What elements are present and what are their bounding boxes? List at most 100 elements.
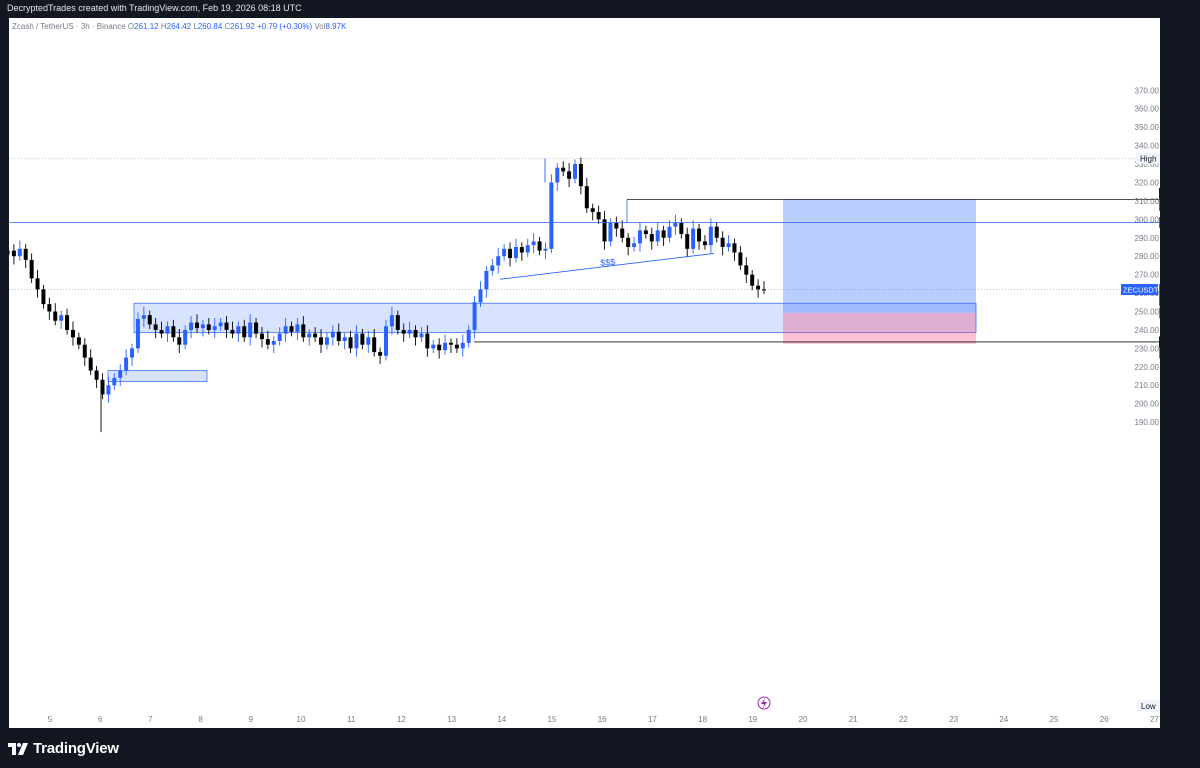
candle	[206, 317, 211, 335]
candle	[218, 317, 223, 331]
candle	[100, 373, 105, 400]
symbol-tag-text: ZECUSDT	[1123, 286, 1159, 295]
candle-body	[655, 230, 660, 242]
candle-body	[177, 337, 182, 345]
candle-body	[413, 329, 418, 338]
price-tick-label: 350.00	[1135, 123, 1160, 132]
candle	[472, 295, 477, 339]
candle	[147, 310, 152, 330]
candle	[366, 330, 371, 353]
candle	[171, 319, 176, 342]
candle-body	[649, 234, 654, 242]
candle	[29, 253, 34, 283]
time-tick-label: 8	[198, 715, 203, 724]
candle-body	[135, 318, 140, 349]
candle	[549, 174, 554, 254]
candle	[389, 306, 394, 335]
candle	[153, 317, 158, 339]
candle-body	[248, 322, 253, 338]
candle	[697, 223, 702, 250]
candle	[283, 317, 288, 342]
candle-body	[578, 164, 583, 187]
candle-body	[313, 333, 318, 338]
candle-body	[460, 342, 465, 349]
low-price-tag-bg	[1159, 700, 1191, 712]
candle-body	[395, 315, 400, 330]
tradingview-logo[interactable]: TradingView	[8, 740, 119, 757]
candle	[437, 338, 442, 359]
high-price-tag-bg	[1159, 152, 1191, 164]
candle-body	[702, 241, 707, 246]
candle-body	[525, 245, 530, 253]
candle	[372, 329, 377, 357]
candle-body	[596, 211, 601, 220]
candle	[614, 216, 619, 237]
candle	[342, 332, 347, 350]
candle-body	[218, 322, 223, 327]
candle	[88, 349, 93, 376]
candle	[53, 303, 58, 326]
candle	[301, 316, 306, 342]
candle	[112, 373, 117, 390]
candle	[319, 329, 324, 353]
time-tick-label: 24	[999, 715, 1008, 724]
time-tick-label: 21	[849, 715, 858, 724]
candle-body	[614, 223, 619, 229]
time-tick-label: 25	[1050, 715, 1059, 724]
candle-body	[76, 337, 81, 345]
candle	[720, 231, 725, 256]
candle	[508, 242, 513, 267]
candle	[626, 233, 631, 256]
price-chart[interactable]: $$$ 370.00 360.00 350.00 340.00 330.00 320.00…	[6, 18, 1191, 728]
candle	[265, 330, 270, 350]
candle	[65, 308, 70, 335]
candle-body	[348, 337, 353, 349]
candle-body	[200, 324, 205, 329]
entry-price-tag-bg	[1159, 307, 1191, 319]
candle	[649, 227, 654, 250]
candle-body	[283, 326, 288, 334]
candle	[165, 321, 170, 342]
price-tick-label: 320.00	[1135, 178, 1160, 187]
candle-body	[165, 326, 170, 334]
open-value: 261.12	[134, 22, 159, 31]
time-tick-label: 12	[397, 715, 406, 724]
candle-body	[378, 352, 383, 356]
candle-body	[726, 243, 731, 247]
candle	[513, 238, 518, 263]
candle	[443, 334, 448, 355]
candle	[567, 163, 572, 188]
candle-body	[490, 265, 495, 271]
stop-price-tag-2: 232.44	[1159, 347, 1191, 359]
candle	[673, 214, 678, 235]
time-tick-label: 27	[1150, 715, 1159, 724]
high-value: 264.42	[166, 22, 192, 31]
candle	[378, 347, 383, 365]
price-tick-label: 190.00	[1135, 418, 1160, 427]
candle-body	[17, 248, 22, 257]
candle-body	[118, 370, 123, 378]
candle	[425, 325, 430, 357]
countdown-tag: 41:33	[1159, 295, 1191, 307]
candle-body	[637, 230, 642, 244]
candle-body	[744, 265, 749, 275]
candle-body	[189, 322, 194, 330]
chart-area[interactable]: $$$ 370.00 360.00 350.00 340.00 330.00 320.00…	[6, 18, 1191, 728]
candle	[431, 340, 436, 353]
candle	[295, 317, 300, 341]
candle	[141, 306, 146, 328]
candle	[307, 329, 312, 346]
grid	[9, 158, 1139, 290]
candle-body	[472, 302, 477, 330]
candle-body	[626, 237, 631, 247]
candle-body	[519, 246, 524, 253]
time-tick-label: 15	[548, 715, 557, 724]
symbol-legend: Zcash / TetherUS · 3h · Binance O261.12 …	[12, 22, 346, 31]
lightning-bolt	[761, 698, 767, 708]
candle	[254, 317, 259, 339]
candle-body	[106, 385, 111, 395]
high-label: H	[160, 22, 167, 31]
candle	[313, 327, 318, 342]
candle	[324, 332, 329, 350]
candle-body	[342, 337, 347, 341]
